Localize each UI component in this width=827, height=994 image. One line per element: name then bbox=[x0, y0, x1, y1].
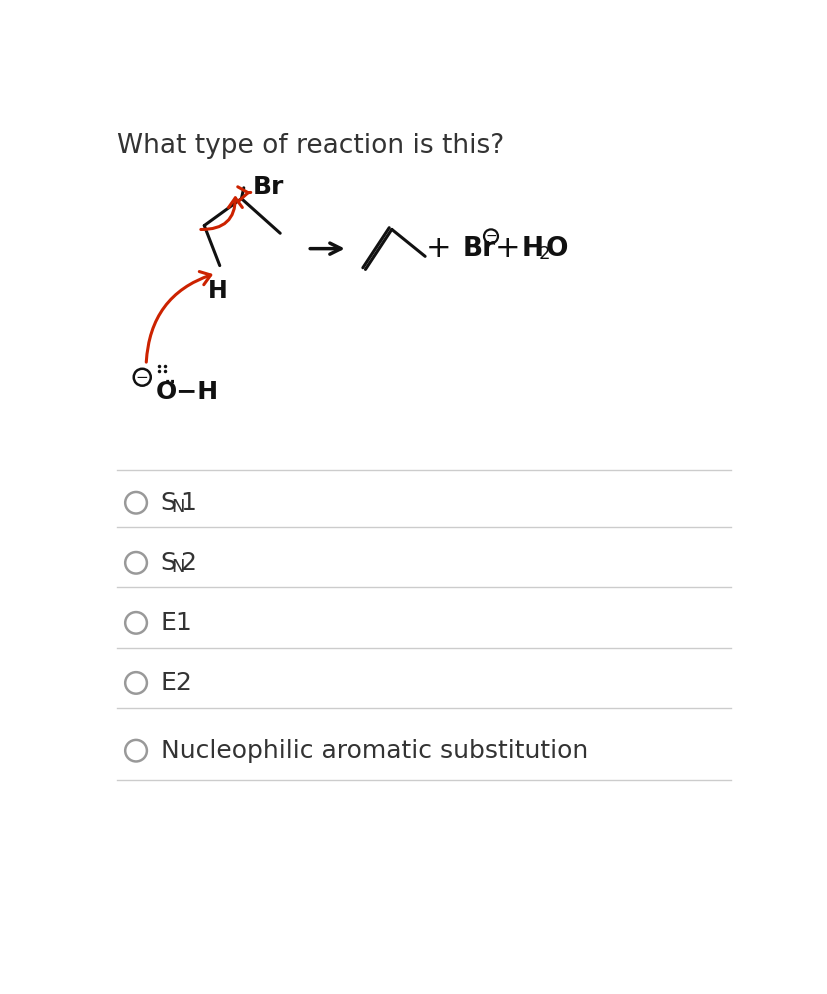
Text: 2: 2 bbox=[180, 551, 196, 575]
Text: Br: Br bbox=[253, 176, 284, 200]
Text: H: H bbox=[521, 236, 543, 261]
Text: 1: 1 bbox=[180, 491, 196, 515]
Text: E2: E2 bbox=[160, 671, 193, 695]
Text: H: H bbox=[208, 279, 227, 303]
Text: S: S bbox=[160, 551, 176, 575]
FancyArrowPatch shape bbox=[237, 187, 251, 201]
FancyArrowPatch shape bbox=[201, 198, 242, 230]
Text: O: O bbox=[545, 236, 567, 261]
Text: −: − bbox=[136, 370, 148, 385]
Text: +: + bbox=[425, 235, 451, 263]
Text: S: S bbox=[160, 491, 176, 515]
Text: What type of reaction is this?: What type of reaction is this? bbox=[117, 133, 504, 159]
Text: N: N bbox=[171, 498, 185, 516]
Text: N: N bbox=[171, 559, 185, 577]
Text: +: + bbox=[495, 235, 520, 263]
FancyArrowPatch shape bbox=[146, 271, 211, 362]
Text: −: − bbox=[485, 230, 496, 244]
Text: 2: 2 bbox=[538, 246, 550, 263]
Text: Nucleophilic aromatic substitution: Nucleophilic aromatic substitution bbox=[160, 739, 587, 762]
Text: E1: E1 bbox=[160, 611, 193, 635]
Text: Br: Br bbox=[462, 236, 495, 261]
Text: Ö−H: Ö−H bbox=[155, 380, 218, 404]
